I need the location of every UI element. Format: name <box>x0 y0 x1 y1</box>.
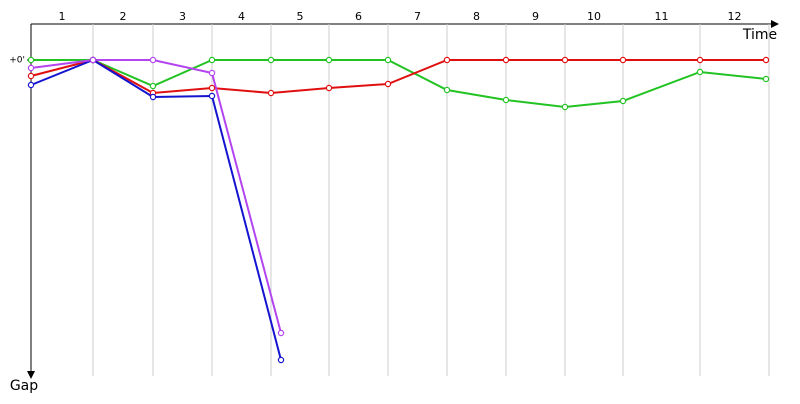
point-marker <box>208 69 216 77</box>
lap-label: 9 <box>532 10 539 23</box>
point-marker <box>277 356 285 364</box>
point-marker <box>502 96 510 104</box>
point-marker <box>696 68 704 76</box>
point-marker <box>443 86 451 94</box>
point-marker <box>502 56 510 64</box>
lap-label: 12 <box>728 10 742 23</box>
point-marker <box>561 103 569 111</box>
point-marker <box>384 80 392 88</box>
point-marker <box>267 56 275 64</box>
point-marker <box>696 56 704 64</box>
point-marker <box>277 329 285 337</box>
point-marker <box>325 56 333 64</box>
y-tick-label: +0' <box>9 56 25 66</box>
point-marker <box>89 56 97 64</box>
lap-label: 5 <box>297 10 304 23</box>
lap-label: 2 <box>120 10 127 23</box>
y-axis-title: Gap <box>10 378 38 394</box>
point-marker <box>325 84 333 92</box>
point-marker <box>208 56 216 64</box>
lap-label: 11 <box>655 10 669 23</box>
lap-label: 3 <box>179 10 186 23</box>
point-marker <box>208 84 216 92</box>
series-line <box>30 59 282 334</box>
lap-label: 10 <box>587 10 601 23</box>
point-marker <box>149 82 157 90</box>
point-marker <box>27 72 35 80</box>
point-marker <box>27 81 35 89</box>
lap-label: 8 <box>473 10 480 23</box>
point-marker <box>619 97 627 105</box>
x-axis-title: Time <box>742 27 777 43</box>
series-line <box>31 59 767 109</box>
lap-label: 7 <box>414 10 421 23</box>
point-marker <box>762 75 770 83</box>
lap-label: 1 <box>59 10 66 23</box>
point-marker <box>149 93 157 101</box>
point-marker <box>27 64 35 72</box>
point-marker <box>208 92 216 100</box>
point-marker <box>619 56 627 64</box>
lap-label: 4 <box>238 10 245 23</box>
point-marker <box>27 56 35 64</box>
point-marker <box>149 56 157 64</box>
point-marker <box>561 56 569 64</box>
point-marker <box>443 56 451 64</box>
lap-label: 6 <box>355 10 362 23</box>
point-marker <box>384 56 392 64</box>
point-marker <box>762 56 770 64</box>
point-marker <box>267 89 275 97</box>
series-line <box>30 58 282 361</box>
